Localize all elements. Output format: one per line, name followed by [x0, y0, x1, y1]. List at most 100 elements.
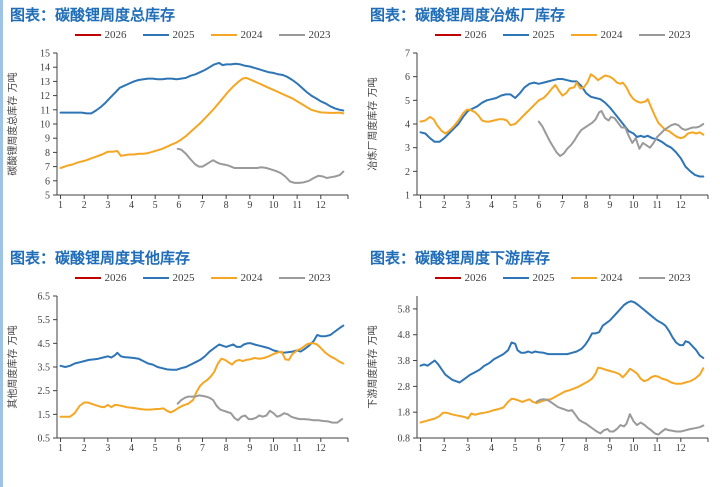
svg-text:1: 1 — [418, 443, 423, 454]
svg-text:6: 6 — [536, 200, 541, 211]
legend-item-2024: 2024 — [570, 272, 623, 284]
svg-text:4: 4 — [129, 443, 134, 454]
svg-text:6.5: 6.5 — [38, 292, 51, 303]
chart-total-inventory: 图表：碳酸锂周度总库存 2026 2025 2024 2023 5 6 7 8 9 10 11 12… — [0, 0, 360, 243]
svg-text:7: 7 — [560, 200, 565, 211]
legend-label: 2025 — [172, 29, 195, 41]
legend-item-2023: 2023 — [278, 272, 331, 284]
svg-text:10: 10 — [628, 443, 638, 454]
svg-text:1: 1 — [58, 200, 63, 211]
legend-item-2025: 2025 — [142, 29, 195, 41]
svg-text:11: 11 — [40, 105, 50, 116]
svg-text:11: 11 — [652, 200, 662, 211]
plot-svg: 0.51.52.53.54.55.56.51 2 3 4 5 6 7 8 9 10 11 12其他周度… — [6, 292, 349, 454]
legend-label: 2025 — [532, 272, 555, 284]
legend-label: 2023 — [308, 29, 331, 41]
svg-text:4: 4 — [405, 120, 410, 131]
svg-text:9: 9 — [45, 134, 50, 145]
svg-text:8: 8 — [584, 443, 589, 454]
svg-text:8: 8 — [224, 443, 229, 454]
svg-text:1: 1 — [418, 200, 423, 211]
svg-text:3.5: 3.5 — [38, 363, 51, 374]
legend-item-2025: 2025 — [142, 272, 195, 284]
svg-text:0.8: 0.8 — [398, 434, 411, 445]
svg-text:5: 5 — [513, 443, 518, 454]
legend-swatch — [210, 34, 237, 36]
svg-text:6: 6 — [45, 176, 50, 187]
svg-text:12: 12 — [40, 91, 50, 102]
legend-swatch — [434, 277, 461, 279]
legend-swatch — [142, 277, 169, 279]
legend-label: 2025 — [172, 272, 195, 284]
svg-text:8: 8 — [224, 200, 229, 211]
svg-text:5.5: 5.5 — [38, 315, 51, 326]
chart-title: 图表：碳酸锂周度下游库存 — [370, 249, 551, 267]
svg-text:其他周度库存 万吨: 其他周度库存 万吨 — [6, 325, 19, 408]
legend-label: 2024 — [240, 272, 263, 284]
legend-swatch — [278, 34, 305, 36]
svg-text:8: 8 — [45, 148, 50, 159]
svg-text:5.8: 5.8 — [398, 304, 411, 315]
svg-text:12: 12 — [676, 443, 686, 454]
legend-swatch — [142, 34, 169, 36]
svg-text:10: 10 — [268, 200, 278, 211]
legend-label: 2024 — [600, 29, 623, 41]
legend-item-2023: 2023 — [638, 29, 691, 41]
svg-text:8: 8 — [584, 200, 589, 211]
svg-text:4.8: 4.8 — [398, 330, 411, 341]
svg-text:3: 3 — [465, 443, 470, 454]
legend-item-2026: 2026 — [434, 29, 487, 41]
svg-text:9: 9 — [247, 200, 252, 211]
svg-text:13: 13 — [40, 77, 50, 88]
svg-text:12: 12 — [316, 200, 326, 211]
chart-downstream-inventory: 图表：碳酸锂周度下游库存 2026 2025 2024 2023 0.8 1.8 2.8 3… — [360, 243, 720, 487]
svg-text:5: 5 — [405, 96, 410, 107]
chart-title: 图表：碳酸锂周度冶炼厂库存 — [370, 6, 566, 24]
svg-text:0.5: 0.5 — [38, 434, 51, 445]
left-accent-bar — [0, 0, 3, 487]
svg-text:7: 7 — [405, 49, 410, 60]
legend-swatch — [74, 277, 101, 279]
legend-item-2023: 2023 — [278, 29, 331, 41]
svg-text:4: 4 — [129, 200, 134, 211]
svg-text:2: 2 — [442, 443, 447, 454]
legend-label: 2026 — [464, 29, 487, 41]
svg-text:下游周度库存 万吨: 下游周度库存 万吨 — [366, 325, 379, 408]
svg-text:1: 1 — [405, 191, 410, 202]
legend-label: 2025 — [532, 29, 555, 41]
svg-text:7: 7 — [200, 443, 205, 454]
chart-other-inventory: 图表：碳酸锂周度其他库存 2026 2025 2024 2023 0.5 1.5 2.5 3… — [0, 243, 360, 487]
legend-swatch — [638, 34, 665, 36]
legend-item-2025: 2025 — [502, 272, 555, 284]
legend-item-2024: 2024 — [210, 29, 263, 41]
svg-text:9: 9 — [247, 443, 252, 454]
svg-text:3.8: 3.8 — [398, 356, 411, 367]
svg-text:11: 11 — [292, 443, 302, 454]
svg-text:6: 6 — [176, 443, 181, 454]
chart-legend: 2026 2025 2024 2023 — [45, 270, 360, 286]
svg-text:15: 15 — [40, 49, 50, 60]
svg-text:2: 2 — [405, 167, 410, 178]
svg-text:1.5: 1.5 — [38, 410, 51, 421]
svg-text:2: 2 — [442, 200, 447, 211]
legend-item-2024: 2024 — [210, 272, 263, 284]
svg-text:5: 5 — [153, 443, 158, 454]
chart-plot: 0.5 1.5 2.5 3.5 4.5 5.5 6.5 1 2 3 4 5 6 7 8 9 10 11 12 其他周度… — [0, 288, 360, 487]
svg-text:10: 10 — [268, 443, 278, 454]
chart-legend: 2026 2025 2024 2023 — [405, 27, 720, 43]
svg-text:4: 4 — [489, 200, 494, 211]
svg-text:10: 10 — [40, 120, 50, 131]
legend-swatch — [74, 34, 101, 36]
legend-item-2026: 2026 — [74, 272, 127, 284]
svg-text:5: 5 — [45, 191, 50, 202]
chart-title: 图表：碳酸锂周度其他库存 — [10, 249, 191, 267]
legend-label: 2026 — [104, 272, 127, 284]
legend-item-2023: 2023 — [638, 272, 691, 284]
legend-label: 2026 — [464, 272, 487, 284]
legend-swatch — [570, 277, 597, 279]
svg-text:14: 14 — [40, 63, 50, 74]
legend-label: 2023 — [308, 272, 331, 284]
